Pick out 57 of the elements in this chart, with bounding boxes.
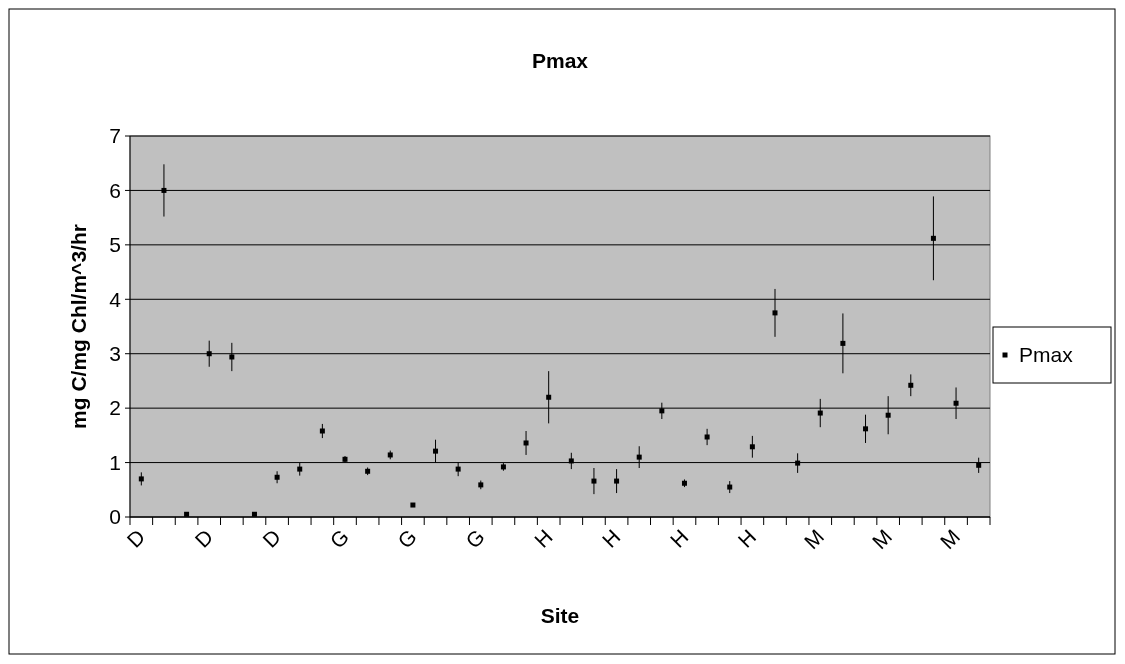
- point: [251, 511, 257, 517]
- point: [319, 428, 325, 434]
- x-tick-label: H: [665, 524, 693, 552]
- point: [568, 458, 574, 464]
- y-tick-label: 4: [109, 287, 122, 311]
- point: [749, 444, 755, 450]
- point: [863, 426, 869, 432]
- point: [772, 310, 778, 316]
- x-tick-label: M: [867, 524, 897, 554]
- point: [795, 460, 801, 466]
- point: [976, 462, 982, 468]
- point: [817, 410, 823, 416]
- x-axis-title: Site: [540, 604, 580, 627]
- y-tick-label: 5: [109, 233, 121, 257]
- point: [523, 440, 529, 446]
- point: [908, 382, 914, 388]
- point: [433, 448, 439, 454]
- x-tick-label: G: [393, 524, 421, 553]
- point: [930, 235, 936, 241]
- point: [184, 511, 190, 517]
- point: [614, 478, 620, 484]
- x-tick-label: D: [190, 524, 218, 552]
- x-tick-label: G: [460, 524, 489, 553]
- point: [591, 478, 597, 484]
- y-axis-title: mg C/mg Chl/m^3/hr: [67, 224, 90, 429]
- point: [727, 484, 733, 490]
- point: [229, 354, 235, 360]
- point: [659, 408, 665, 414]
- point: [161, 187, 167, 193]
- point: [410, 502, 416, 508]
- point: [840, 340, 846, 346]
- x-tick-label: M: [799, 524, 829, 554]
- x-tick-label: D: [258, 524, 286, 552]
- point: [138, 476, 144, 482]
- point: [704, 434, 710, 440]
- point: [455, 466, 461, 472]
- y-tick-label: 6: [109, 178, 121, 202]
- x-tick-label: H: [529, 524, 557, 552]
- point: [953, 400, 959, 406]
- y-tick-label: 2: [109, 396, 121, 420]
- point: [206, 351, 212, 357]
- point: [297, 466, 303, 472]
- point: [636, 454, 642, 460]
- y-tick-label: 0: [109, 505, 121, 529]
- x-tick-label: H: [597, 524, 625, 552]
- y-tick-label: 7: [109, 124, 121, 148]
- x-tick-label: G: [325, 524, 354, 553]
- point: [885, 412, 891, 418]
- y-tick-label: 1: [109, 450, 121, 474]
- x-tick-label: D: [122, 524, 150, 552]
- x-tick-label: H: [733, 524, 761, 552]
- point: [274, 474, 280, 480]
- chart-title: Pmax: [531, 49, 589, 72]
- legend-label: Pmax: [1019, 343, 1074, 367]
- point: [546, 394, 552, 400]
- x-tick-label: M: [935, 524, 965, 554]
- y-tick-label: 3: [109, 342, 121, 366]
